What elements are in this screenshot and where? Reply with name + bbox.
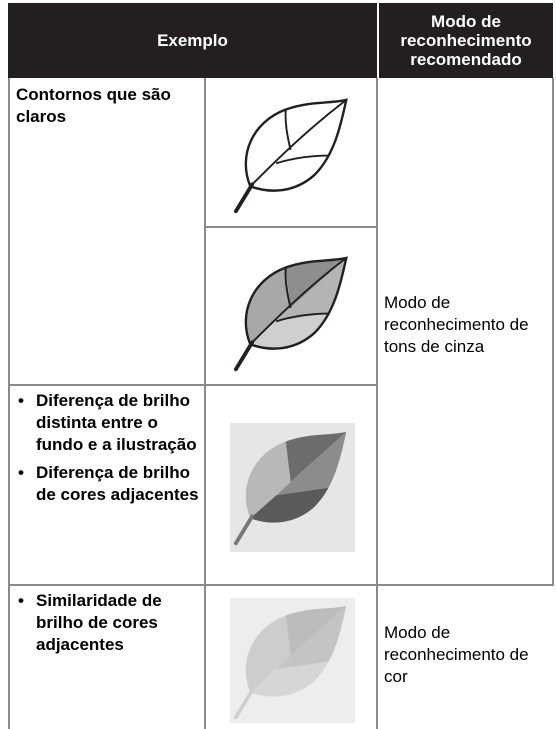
border — [8, 384, 378, 386]
leaf-illustration — [233, 98, 348, 214]
border — [206, 226, 376, 228]
header-example: Exemplo — [8, 3, 377, 78]
border — [204, 78, 206, 729]
example-list: Diferença de brilho distinta entre o fun… — [16, 390, 200, 512]
border — [8, 78, 10, 729]
leaf-illustration — [233, 605, 347, 720]
bullet: Diferença de brilho de cores adjacentes — [18, 462, 200, 506]
bullet: Similaridade de brilho de cores adjacent… — [18, 590, 200, 656]
example-list: Similaridade de brilho de cores adjacent… — [16, 590, 200, 662]
mode-text: Modo de reconhecimento de cor — [384, 623, 529, 686]
border — [8, 584, 554, 586]
leaf-illustration — [233, 256, 348, 372]
bullet: Diferença de brilho distinta entre o fun… — [18, 390, 200, 456]
border — [552, 78, 554, 585]
header-mode: Modo de reconhecimento recomendado — [379, 3, 553, 78]
example-text: Contornos que são claros — [16, 85, 171, 126]
mode-text: Modo de reconhecimento de tons de cinza — [384, 293, 529, 356]
leaf-illustration — [233, 431, 347, 546]
border — [376, 78, 378, 729]
